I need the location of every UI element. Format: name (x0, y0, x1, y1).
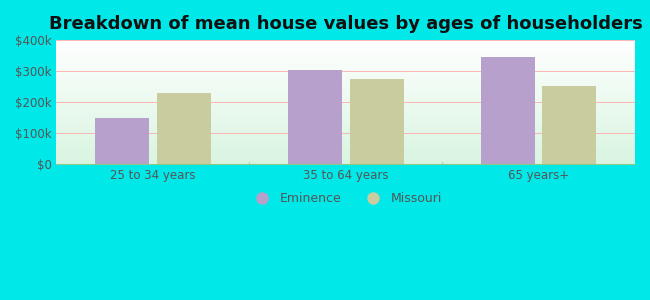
Bar (543, 86, 597, 164)
Bar (157, 93, 211, 164)
Bar (350, 79, 404, 164)
Bar (481, 57, 535, 164)
Legend: Eminence, Missouri: Eminence, Missouri (245, 187, 447, 210)
Bar (288, 70, 342, 164)
Bar (95, 118, 149, 164)
Title: Breakdown of mean house values by ages of householders: Breakdown of mean house values by ages o… (49, 15, 643, 33)
